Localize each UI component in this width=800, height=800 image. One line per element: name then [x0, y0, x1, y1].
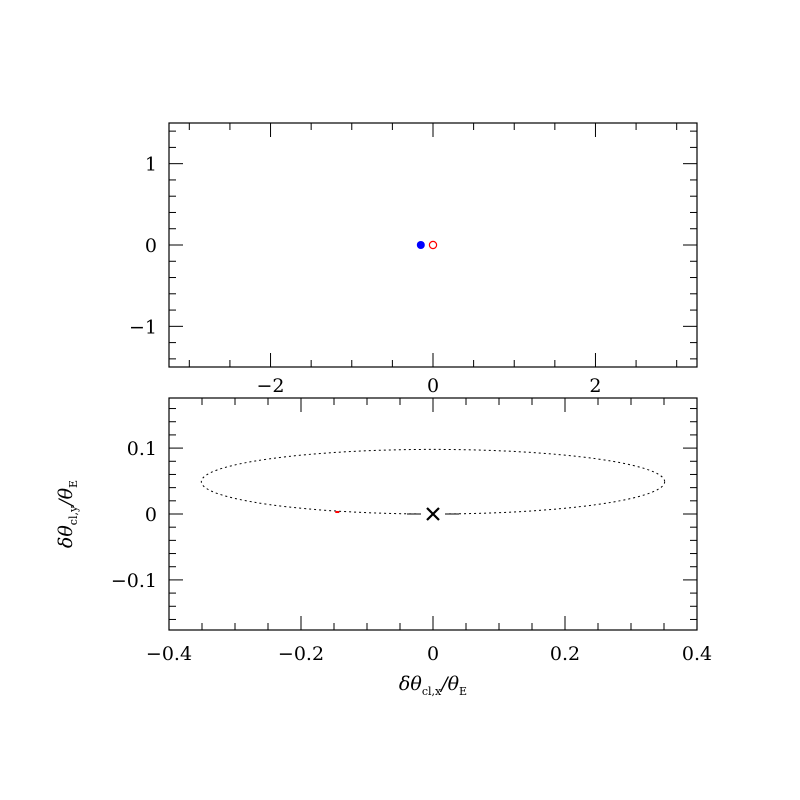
x-tick-label: −0.4	[146, 643, 192, 665]
x-axis-label: δθcl,x/θE	[399, 673, 467, 698]
y-tick-label: −0.1	[111, 570, 157, 592]
x-tick-label: 0	[427, 375, 439, 397]
y-tick-label: 0	[145, 235, 157, 257]
x-tick-label: 0	[427, 643, 439, 665]
top-axes-frame	[168, 122, 698, 368]
y-tick-label: 0	[145, 504, 157, 526]
source-point	[428, 240, 438, 250]
y-tick-label: −1	[129, 316, 157, 338]
trajectory-ellipse	[200, 448, 666, 515]
origin-cross-icon	[426, 507, 440, 521]
x-tick-label: 2	[589, 375, 601, 397]
top-panel: −2 0 2 −1 0 1	[129, 122, 698, 397]
x-tick-label: −0.2	[278, 643, 324, 665]
y-tick-label: 1	[145, 154, 157, 176]
lens-point	[416, 241, 425, 249]
x-tick-label: −2	[257, 375, 285, 397]
current-position-marker	[335, 511, 340, 514]
bottom-panel: −0.4 −0.2 0 0.2 0.4 −0.1 0 0.1	[111, 397, 712, 665]
y-axis-label: δθcl,y/θE	[55, 480, 80, 548]
y-tick-label: 0.1	[127, 438, 157, 460]
x-tick-label: 0.2	[550, 643, 580, 665]
x-tick-label: 0.4	[682, 643, 712, 665]
